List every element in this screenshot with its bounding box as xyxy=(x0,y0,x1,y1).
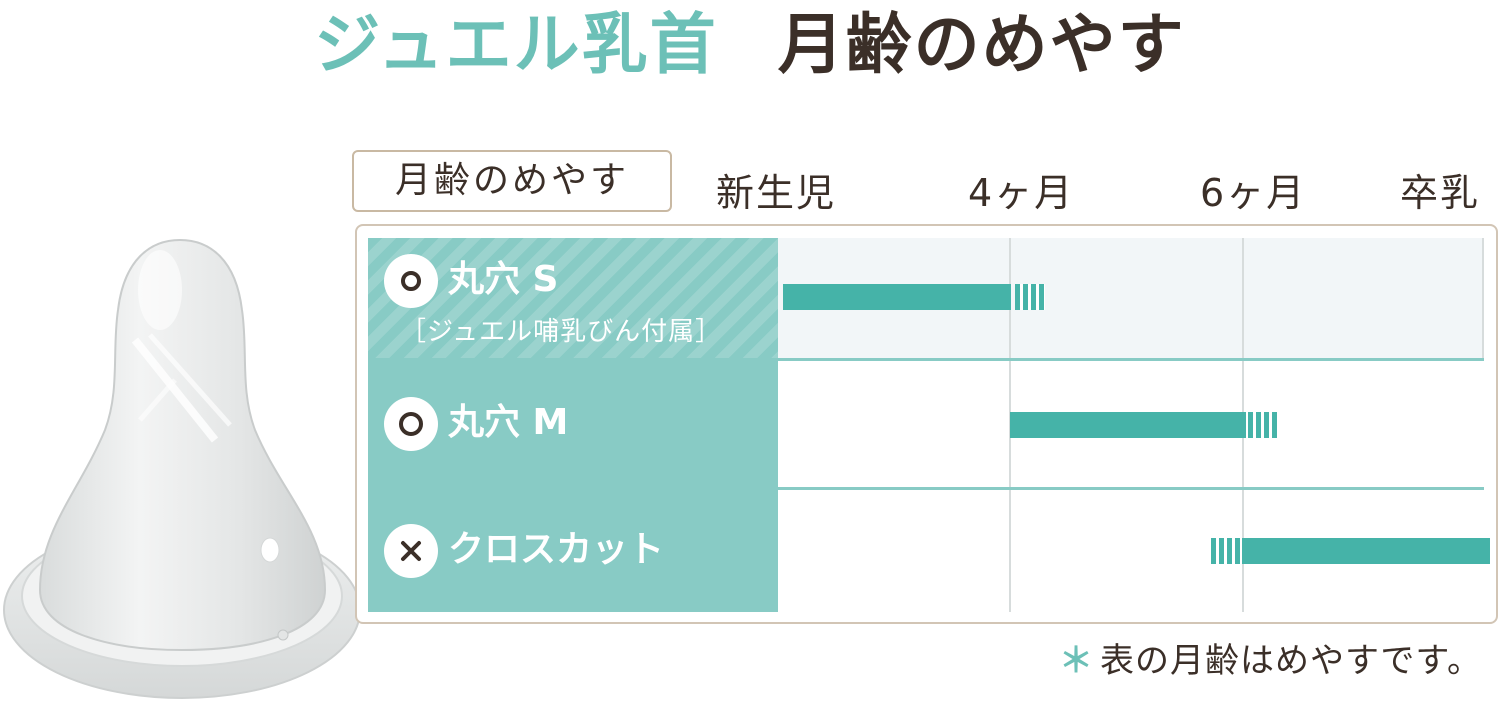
timeline-label-6-months: 6ヶ月 xyxy=(1200,171,1307,215)
timeline-label-4-months: 4ヶ月 xyxy=(968,171,1075,215)
nipple-illustration xyxy=(3,238,361,699)
row-name-round-hole-s: 丸穴 S xyxy=(448,259,559,300)
circle-mark-icon xyxy=(384,397,438,451)
period-bar-fade-round-hole-m xyxy=(1248,412,1278,438)
footnote-text: 表の月齢はめやすです。 xyxy=(1100,641,1482,681)
title-age-guide: 月齢のめやす xyxy=(777,6,1186,83)
period-bar-round-hole-s xyxy=(783,284,1011,310)
timeline-label-newborn: 新生児 xyxy=(716,171,837,215)
period-bar-cross-cut xyxy=(1242,538,1490,564)
row-label-round-hole-m: 丸穴 M xyxy=(368,361,778,487)
row-name-round-hole-m: 丸穴 M xyxy=(448,402,569,443)
row-label-round-hole-s: 丸穴 S ［ジュエル哺乳びん付属］ xyxy=(368,238,778,358)
period-bar-fade-cross-cut xyxy=(1208,538,1240,564)
footnote: ＊表の月齢はめやすです。 xyxy=(1059,637,1482,685)
title-product: ジュエル乳首 xyxy=(314,6,718,83)
period-bar-fade-round-hole-s xyxy=(1015,284,1045,310)
page-title: ジュエル乳首 月齢のめやす xyxy=(0,0,1500,90)
row-divider xyxy=(368,358,1484,361)
row-name-cross-cut: クロスカット xyxy=(448,529,665,570)
row-sub-jewel-bottle: ［ジュエル哺乳びん付属］ xyxy=(400,317,723,347)
timeline-label-weaning: 卒乳 xyxy=(1400,171,1481,215)
grid-line-end xyxy=(1482,238,1484,358)
age-guide-label-text: 月齢のめやす xyxy=(394,160,629,201)
row-label-cross-cut: クロスカット xyxy=(368,490,778,612)
row-divider xyxy=(368,487,1484,490)
age-guide-label: 月齢のめやす xyxy=(352,150,672,212)
asterisk-mark: ＊ xyxy=(1059,641,1095,681)
period-bar-round-hole-m xyxy=(1010,412,1246,438)
circle-mark-icon xyxy=(384,254,438,308)
cross-mark-icon xyxy=(384,524,438,578)
